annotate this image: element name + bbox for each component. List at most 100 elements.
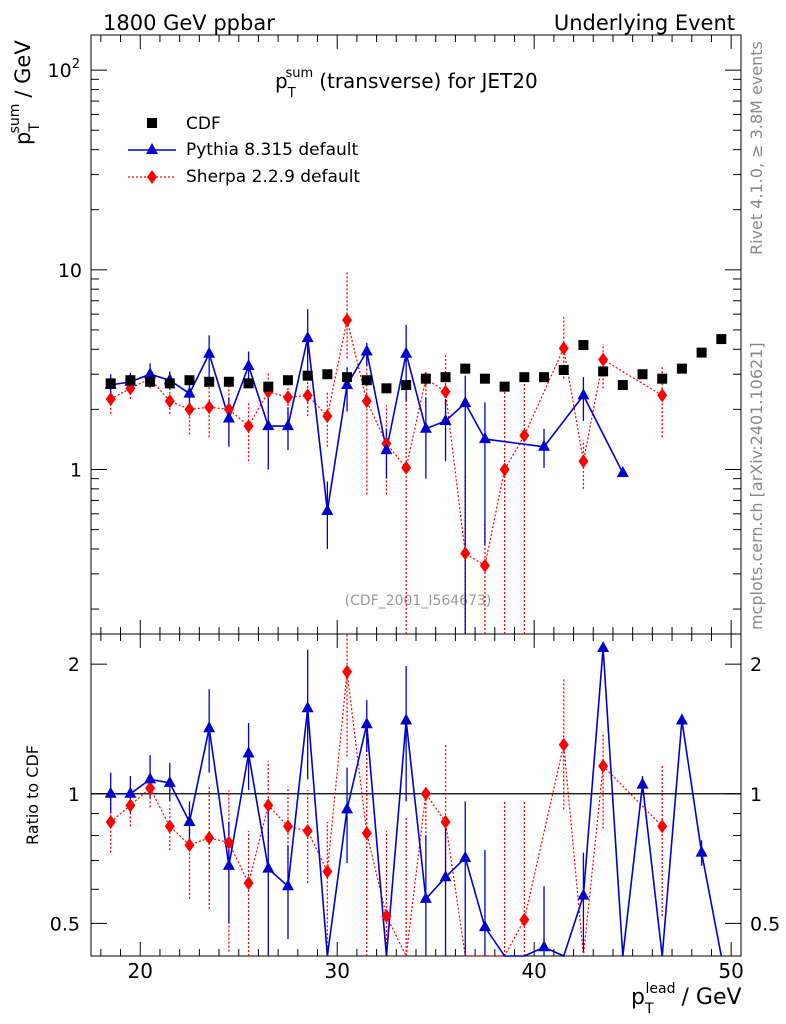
sherpa-point xyxy=(105,392,116,407)
ratio-ylabel: Ratio to CDF xyxy=(23,745,42,845)
sherpa-point xyxy=(519,428,530,443)
ratio-y-tick-label-right: 0.5 xyxy=(750,913,780,935)
sherpa-point xyxy=(479,558,490,573)
ratio-sherpa-point xyxy=(598,759,609,774)
legend-pythia-marker xyxy=(146,143,158,154)
analysis-watermark: (CDF_2001_I564673) xyxy=(345,593,492,609)
pythia-point xyxy=(538,439,551,451)
ratio-pythia-point xyxy=(636,777,649,789)
pythia-point xyxy=(203,346,216,358)
ratio-pythia-point xyxy=(538,940,551,952)
ratio-pythia-point xyxy=(459,850,472,862)
cdf-point xyxy=(164,378,175,389)
sherpa-point xyxy=(361,394,372,409)
sherpa-point xyxy=(499,462,510,477)
sherpa-point xyxy=(578,454,589,469)
cdf-point xyxy=(578,340,589,351)
cdf-point xyxy=(184,375,195,386)
main-y-tick-label: 10 xyxy=(58,260,82,282)
sherpa-line xyxy=(110,319,663,567)
ratio-sherpa-point xyxy=(282,819,293,834)
cdf-point xyxy=(401,379,412,390)
ratio-pythia-point xyxy=(439,870,452,882)
ratio-sherpa-point xyxy=(243,876,254,891)
cdf-point xyxy=(440,372,451,383)
ratio-pythia-point xyxy=(281,879,294,891)
ratio-data-layer xyxy=(104,634,723,959)
pythia-point xyxy=(222,411,235,423)
legend-sherpa-marker xyxy=(147,170,157,184)
ratio-pythia-line xyxy=(110,647,723,958)
sherpa-point xyxy=(204,400,215,415)
sherpa-point xyxy=(164,394,175,409)
cdf-point xyxy=(342,372,353,383)
sherpa-point xyxy=(558,341,569,356)
ratio-pythia-point xyxy=(242,746,255,758)
ratio-pythia-point xyxy=(695,845,708,857)
pythia-point xyxy=(478,432,491,444)
ratio-sherpa-point xyxy=(381,909,392,924)
cdf-point xyxy=(696,347,707,358)
legend: CDF Pythia 8.315 default Sherpa 2.2.9 de… xyxy=(128,114,360,187)
cdf-point xyxy=(460,363,471,374)
ratio-sherpa-point xyxy=(361,826,372,841)
ratio-sherpa-point xyxy=(263,798,274,813)
rivet-label: Rivet 4.1.0, ≥ 3.8M events xyxy=(747,41,766,255)
cdf-point xyxy=(381,383,392,394)
sherpa-point xyxy=(184,402,195,417)
ratio-y-tick-label: 2 xyxy=(68,654,80,676)
header-right: Underlying Event xyxy=(554,11,735,35)
ratio-pythia-point xyxy=(400,713,413,725)
ratio-sherpa-point xyxy=(558,737,569,752)
legend-cdf-label: CDF xyxy=(186,114,221,134)
cdf-point xyxy=(322,369,333,380)
ratio-pythia-point xyxy=(597,641,610,653)
x-tick-label: 40 xyxy=(521,959,546,983)
ratio-pythia-point xyxy=(577,888,590,900)
pythia-point xyxy=(459,396,472,408)
ratio-pythia-point xyxy=(183,814,196,826)
legend-pythia-label: Pythia 8.315 default xyxy=(186,140,359,160)
ratio-sherpa-point xyxy=(302,823,313,838)
ratio-sherpa-point xyxy=(657,819,668,834)
x-tick-label: 30 xyxy=(324,959,349,983)
sherpa-point xyxy=(322,409,333,424)
cdf-point xyxy=(420,373,431,384)
ratio-pythia-point xyxy=(124,786,137,798)
x-axis-label: pTlead / GeV xyxy=(631,981,742,1017)
pythia-point xyxy=(419,421,432,433)
cdf-point xyxy=(657,373,668,384)
ratio-pythia-point xyxy=(301,701,314,713)
ratio-sherpa-point xyxy=(145,781,156,796)
pythia-point xyxy=(242,358,255,370)
ratio-pythia-point xyxy=(104,786,117,798)
cdf-point xyxy=(361,375,372,386)
main-y-tick-label: 102 xyxy=(48,57,80,82)
cdf-point xyxy=(637,369,648,380)
pythia-point xyxy=(577,388,590,400)
main-data-layer xyxy=(104,272,727,634)
axes-layer: 20 30 40 50 1 10 102 0.5 0.5 1 1 2 2 xyxy=(48,35,780,983)
cdf-point xyxy=(676,363,687,374)
cdf-point xyxy=(598,366,609,377)
ratio-sherpa-point xyxy=(420,786,431,801)
cdf-point xyxy=(519,372,530,383)
ratio-pythia-point xyxy=(262,861,275,873)
mcplots-label: mcplots.cern.ch [arXiv:2401.10621] xyxy=(747,342,766,630)
cdf-point xyxy=(125,375,136,386)
ratio-y-tick-label: 1 xyxy=(68,784,80,806)
sherpa-point xyxy=(243,419,254,434)
cdf-point xyxy=(617,379,628,390)
x-tick-label: 20 xyxy=(128,959,153,983)
pythia-point xyxy=(183,386,196,398)
x-tick-label: 50 xyxy=(718,959,743,983)
ratio-y-tick-label-right: 1 xyxy=(750,784,762,806)
sherpa-point xyxy=(401,460,412,475)
ratio-sherpa-point xyxy=(322,864,333,879)
cdf-point xyxy=(243,378,254,389)
ratio-sherpa-point xyxy=(519,912,530,927)
ratio-y-tick-label-right: 2 xyxy=(750,654,762,676)
sherpa-point xyxy=(460,546,471,561)
pythia-point xyxy=(301,331,314,343)
